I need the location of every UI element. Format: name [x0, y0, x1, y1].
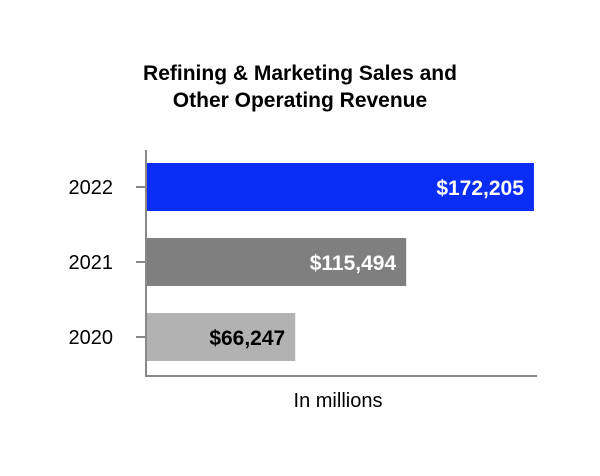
chart-title-line-2: Other Operating Revenue	[172, 89, 428, 112]
bar-2021	[146, 238, 407, 286]
bar-2022	[146, 163, 534, 211]
x-axis-label: In millions	[294, 390, 383, 412]
data-label-2022: $172,205	[436, 177, 524, 200]
chart-title-line-1: Refining & Marketing Sales and	[143, 62, 457, 85]
chart-title: Refining & Marketing Sales and Other Ope…	[0, 60, 600, 114]
y-tick-label-2020: 2020	[69, 327, 114, 349]
data-label-2021: $115,494	[310, 252, 397, 275]
y-tick-label-2021: 2021	[69, 252, 114, 274]
y-tick-label-2022: 2022	[69, 177, 114, 199]
bar-2020	[146, 313, 296, 361]
data-label-2020: $66,247	[209, 327, 285, 350]
